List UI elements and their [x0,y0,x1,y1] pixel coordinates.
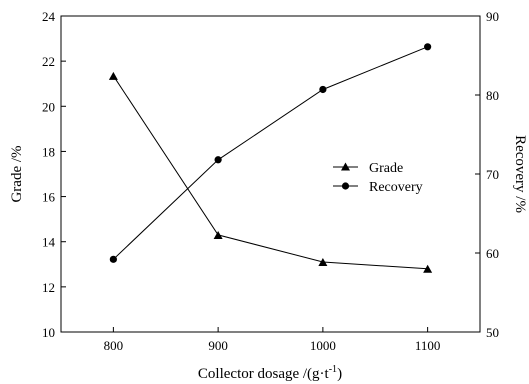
series-layer [108,43,433,273]
left-y-tick-label: 20 [42,99,55,114]
left-y-tick-label: 12 [42,280,55,295]
left-y-tick-label: 14 [42,235,56,250]
legend-recovery-marker [341,182,350,190]
left-y-axis-title: Grade /% [9,145,25,202]
grade-data-point [423,264,433,273]
left-y-tick-label: 24 [42,9,56,24]
right-y-tick-label: 60 [486,246,499,261]
recovery-data-point [424,43,432,51]
x-tick-label: 1000 [310,338,336,353]
legend-recovery-label: Recovery [369,180,423,195]
left-y-tick-label: 22 [42,54,55,69]
right-y-tick-label: 90 [486,9,499,24]
grade-data-point [213,230,223,239]
right-y-tick-label: 50 [486,325,499,340]
legend-grade-label: Grade [369,161,403,176]
grade-series-line [112,75,428,270]
x-axis-title: Collector dosage /(g·t-1) [198,364,342,382]
x-tick-label: 900 [208,338,228,353]
left-y-tick-label: 10 [42,325,55,340]
x-tick-label: 800 [104,338,124,353]
legend-grade-marker [341,162,350,171]
right-y-axis-title: Recovery /% [512,135,528,213]
legend: Grade Recovery [333,161,423,195]
x-tick-label: 1100 [415,338,441,353]
recovery-data-point [109,255,117,263]
left-y-tick-label: 16 [42,190,56,205]
recovery-data-point [319,85,327,94]
plot-frame [60,15,481,333]
right-y-tick-label: 70 [486,167,499,182]
right-y-tick-label: 80 [486,88,499,103]
left-y-tick-label: 18 [42,144,55,159]
left-y-axis: 10 12 14 16 18 20 22 24 [42,9,66,340]
recovery-data-point [214,156,222,164]
recovery-series-line [113,46,428,260]
right-y-axis: 50 60 70 80 90 [475,9,499,340]
grade-data-point [108,71,118,80]
x-axis: 800 900 1000 1100 [104,327,441,353]
grade-data-point [318,258,328,267]
